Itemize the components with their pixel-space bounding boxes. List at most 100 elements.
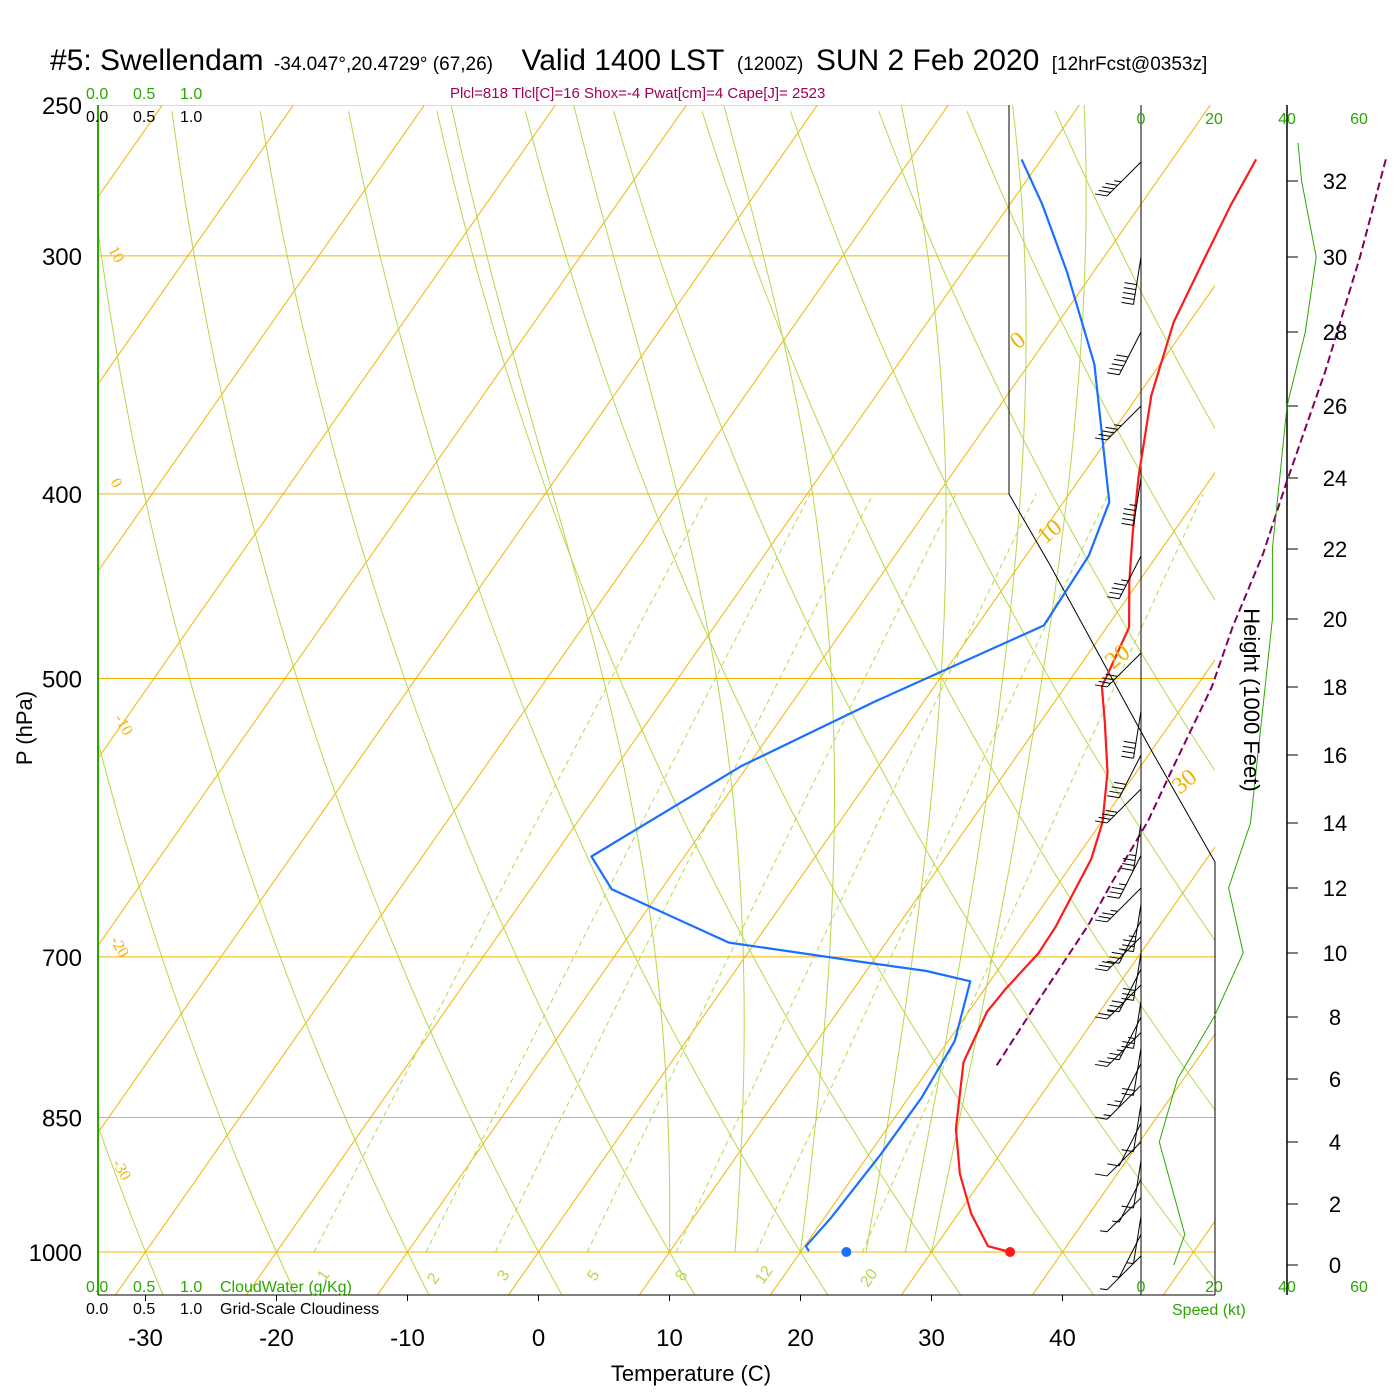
wind-barb-flag bbox=[1098, 680, 1111, 684]
wind-barb-flag bbox=[1102, 912, 1115, 916]
cloudiness-tick-bot-0: 0.0 bbox=[86, 1301, 108, 1318]
cloudwater-tick-top-2: 1.0 bbox=[180, 86, 202, 103]
dry-adiabat-line bbox=[524, 110, 1095, 1295]
wind-barb-flag bbox=[1121, 1092, 1134, 1096]
height-tick-label: 32 bbox=[1323, 169, 1347, 194]
wind-barb-flag bbox=[1094, 193, 1108, 197]
temperature-line bbox=[954, 158, 1258, 1254]
mixing-ratio-label: 12 bbox=[752, 1263, 776, 1287]
pressure-tick-label: 300 bbox=[42, 244, 82, 271]
wind-barb-flag bbox=[1111, 587, 1124, 591]
isotherm-line bbox=[1162, 1220, 1215, 1295]
wind-barb-flag bbox=[1122, 988, 1136, 992]
isotherm-label-right: 20 bbox=[1100, 639, 1135, 674]
sounding-traces bbox=[590, 158, 1387, 1257]
dry-adiabat-line bbox=[171, 110, 563, 1295]
wind-barb-flag bbox=[1109, 591, 1122, 595]
wind-barb-staff bbox=[1106, 788, 1142, 824]
wind-barb-flag bbox=[1121, 301, 1134, 305]
height-tick-label: 28 bbox=[1323, 320, 1347, 345]
cloudiness-tick-bot-2: 1.0 bbox=[180, 1301, 202, 1318]
dry-adiabat-line bbox=[98, 739, 297, 1295]
cloudwater-tick-bot-0: 0.0 bbox=[86, 1279, 108, 1296]
wind-barb-flag bbox=[1109, 891, 1122, 895]
wind-barb-flag bbox=[1111, 1000, 1124, 1004]
wind-barb-flag bbox=[1121, 1205, 1134, 1209]
mixing-ratio-label: 3 bbox=[494, 1267, 513, 1284]
wind-barb-half-flag bbox=[1116, 1049, 1124, 1052]
wind-barb-staff bbox=[1132, 904, 1142, 952]
temperature-tick-label: -20 bbox=[259, 1325, 294, 1352]
wind-barb-flag bbox=[1094, 1063, 1108, 1067]
wind-barb-flag bbox=[1111, 363, 1124, 367]
height-tick-label: 16 bbox=[1323, 743, 1347, 768]
wind-barb bbox=[1107, 1063, 1142, 1107]
wind-barb-flag bbox=[1111, 951, 1124, 955]
wind-barb-flag bbox=[1109, 1004, 1122, 1008]
height-axis-title: Height (1000 Feet) bbox=[1239, 608, 1264, 791]
wind-barb-staff bbox=[1118, 855, 1142, 899]
cloudiness-tick-top-2: 1.0 bbox=[180, 109, 202, 126]
wind-barb bbox=[1107, 1016, 1142, 1061]
moist-adiabat-line bbox=[865, 105, 947, 1253]
cloudiness-tick-bot-1: 0.5 bbox=[133, 1301, 155, 1318]
isotherm-line bbox=[98, 105, 425, 573]
pressure-tick-label: 700 bbox=[42, 945, 82, 972]
wind-barb-flag bbox=[1121, 867, 1134, 871]
wind-barb-staff bbox=[1106, 161, 1142, 197]
dry-adiabat-line bbox=[259, 110, 696, 1295]
wind-barb-staff bbox=[1106, 1084, 1142, 1120]
wind-barb bbox=[1121, 822, 1142, 871]
wind-barb-flag bbox=[1107, 895, 1120, 899]
thermo-grid bbox=[98, 105, 1215, 1295]
isotherm-line bbox=[245, 105, 1080, 1295]
wind-barb bbox=[1094, 405, 1142, 441]
wind-barb-flag bbox=[1105, 673, 1118, 677]
height-tick-label: 18 bbox=[1323, 675, 1347, 700]
wind-barb-flag bbox=[1122, 858, 1136, 862]
wind-barb-half-flag bbox=[1112, 1275, 1120, 1278]
isotherm-line bbox=[769, 658, 1215, 1295]
wind-barb-flag bbox=[1107, 795, 1120, 799]
wind-barb-flag bbox=[1094, 1173, 1108, 1177]
wind-barb-half-flag bbox=[1128, 854, 1136, 857]
isotherm-label: 0 bbox=[107, 476, 126, 491]
wind-barb bbox=[1121, 904, 1142, 953]
wind-barb-half-flag bbox=[1128, 935, 1136, 938]
wind-barb-staff bbox=[1118, 1234, 1142, 1278]
height-tick-label: 20 bbox=[1323, 607, 1347, 632]
dry-adiabat-line bbox=[436, 110, 962, 1295]
wind-barb-staff bbox=[1118, 331, 1142, 375]
wind-barb-flag bbox=[1122, 862, 1135, 866]
mixing-ratio-label: 20 bbox=[857, 1266, 881, 1290]
temperature-tick-label: 30 bbox=[918, 1325, 945, 1352]
wind-barb-flag bbox=[1098, 915, 1111, 919]
isotherm-label-right: 10 bbox=[1032, 514, 1067, 549]
wind-barb-staff bbox=[1106, 405, 1142, 441]
wind-barb-flag bbox=[1105, 182, 1118, 186]
isotherm-line bbox=[98, 105, 687, 947]
moist-adiabat-line bbox=[723, 105, 835, 1253]
dry-adiabat-line bbox=[966, 110, 1215, 602]
wind-barb-flag bbox=[1121, 997, 1134, 1001]
cloudwater-tick-bot-1: 0.5 bbox=[133, 1279, 155, 1296]
isotherm-label: 10 bbox=[105, 244, 128, 266]
wind-barb bbox=[1107, 754, 1142, 799]
wind-barb-flag bbox=[1094, 968, 1108, 972]
wind-barb bbox=[1121, 1047, 1142, 1096]
wind-barb-flag bbox=[1107, 1009, 1120, 1013]
wind-barb bbox=[1094, 161, 1142, 197]
wind-barb-flag bbox=[1107, 1163, 1120, 1167]
wind-barb bbox=[1121, 1160, 1142, 1209]
wind-barb-flag bbox=[1102, 186, 1115, 190]
wind-barb-flag bbox=[1113, 582, 1127, 586]
wind-barb-flag bbox=[1098, 964, 1111, 968]
wind-barb-staff bbox=[1132, 710, 1142, 759]
wind-barb-flag bbox=[1122, 1040, 1135, 1044]
wind-barb-staff bbox=[1106, 1255, 1142, 1291]
wind-barb-flag bbox=[1122, 939, 1136, 943]
dry-adiabat-line bbox=[1054, 110, 1215, 430]
temperature-tick-label: 10 bbox=[656, 1325, 683, 1352]
wind-barb-flag bbox=[1094, 437, 1108, 441]
